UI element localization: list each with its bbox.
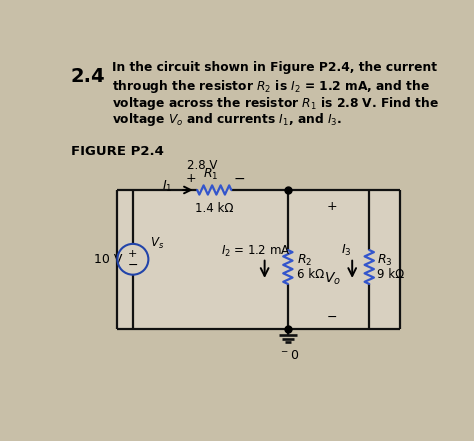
Text: 10 V: 10 V [94, 253, 122, 266]
Text: In the circuit shown in Figure P2.4, the current: In the circuit shown in Figure P2.4, the… [112, 60, 437, 74]
Text: voltage across the resistor $R_1$ is 2.8 V. Find the: voltage across the resistor $R_1$ is 2.8… [112, 94, 439, 112]
Text: $I_1$: $I_1$ [162, 179, 173, 194]
Text: −: − [128, 259, 138, 272]
Text: $V_s$: $V_s$ [150, 236, 164, 251]
Text: $I_3$: $I_3$ [341, 243, 351, 258]
Text: +: + [327, 200, 338, 213]
Text: $^-0$: $^-0$ [279, 348, 300, 362]
Text: $R_1$: $R_1$ [203, 167, 218, 182]
Text: FIGURE P2.4: FIGURE P2.4 [71, 146, 164, 158]
Text: 2.4: 2.4 [71, 67, 106, 86]
Text: 2.8 V: 2.8 V [187, 159, 218, 172]
Text: 9 kΩ: 9 kΩ [377, 268, 404, 281]
Text: −: − [327, 310, 337, 324]
Text: +: + [186, 172, 196, 185]
Text: 1.4 kΩ: 1.4 kΩ [195, 202, 234, 215]
Text: $I_2$ = 1.2 mA: $I_2$ = 1.2 mA [220, 244, 290, 259]
Text: $R_2$: $R_2$ [297, 253, 312, 269]
Text: $R_3$: $R_3$ [377, 253, 392, 269]
Text: −: − [233, 172, 245, 185]
Text: voltage $V_o$ and currents $I_1$, and $I_3$.: voltage $V_o$ and currents $I_1$, and $I… [112, 112, 342, 128]
Text: $V_o$: $V_o$ [324, 270, 341, 287]
Text: 6 kΩ: 6 kΩ [297, 268, 324, 281]
Text: +: + [128, 249, 137, 259]
Text: through the resistor $R_2$ is $I_2$ = 1.2 mA, and the: through the resistor $R_2$ is $I_2$ = 1.… [112, 78, 430, 94]
FancyBboxPatch shape [118, 190, 400, 329]
